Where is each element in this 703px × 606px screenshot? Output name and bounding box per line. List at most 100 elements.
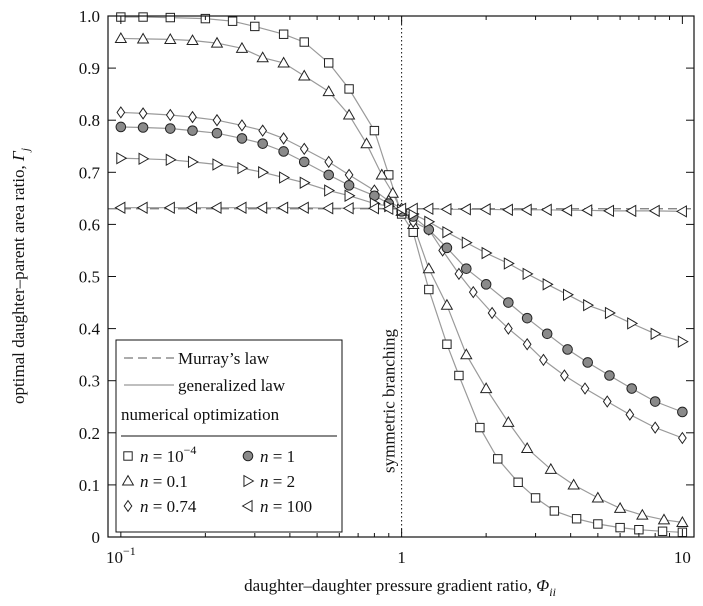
data-point-triangle-left xyxy=(406,202,418,216)
data-point-triangle-left xyxy=(440,203,452,216)
data-point-circle xyxy=(503,297,514,308)
y-tick-label: 0.9 xyxy=(79,59,100,78)
legend-entry-equals: = xyxy=(149,472,167,491)
data-point-circle xyxy=(257,138,268,149)
data-point-triangle-left xyxy=(136,201,148,214)
data-point-triangle-left xyxy=(322,201,334,215)
data-point-diamond xyxy=(677,431,687,445)
x-tick-exponent: −1 xyxy=(123,544,136,558)
data-point-triangle-up xyxy=(613,501,627,513)
symmetric-branching-annotation: symmetric branching xyxy=(380,329,399,473)
data-point-triangle-up xyxy=(591,491,605,503)
legend-entry-exponent: −4 xyxy=(184,443,197,457)
x-tick-base: 10 xyxy=(674,548,691,567)
data-point-diamond xyxy=(625,408,635,421)
legend-entry-label: n = 100 xyxy=(260,497,312,516)
data-point-circle xyxy=(541,328,553,340)
legend-entry-value: 100 xyxy=(287,497,313,516)
data-point-triangle-up xyxy=(360,137,373,149)
legend-entry-value: 2 xyxy=(287,472,296,491)
data-point-triangle-right xyxy=(481,246,493,260)
data-point-triangle-up xyxy=(440,298,454,310)
data-point-triangle-up xyxy=(297,69,311,81)
data-point-triangle-left xyxy=(235,201,247,214)
data-point-triangle-right xyxy=(563,288,574,301)
data-point-square xyxy=(250,21,260,32)
data-point-triangle-right xyxy=(299,176,311,189)
legend-entry-label: n = 10−4 xyxy=(140,443,196,466)
data-point-triangle-right xyxy=(344,189,356,203)
data-point-triangle-left xyxy=(256,201,268,214)
data-point-square xyxy=(475,422,485,433)
data-point-triangle-right xyxy=(442,225,454,239)
data-point-triangle-up xyxy=(657,513,671,525)
data-point-triangle-right xyxy=(424,215,436,229)
data-point-square xyxy=(634,525,644,535)
y-tick-label: 0.5 xyxy=(79,268,100,287)
data-point-square xyxy=(299,37,309,47)
y-tick-label: 0.6 xyxy=(79,215,100,234)
data-point-circle xyxy=(187,125,198,136)
legend-entry-equals: = xyxy=(149,447,167,466)
x-tick-label: 10−1 xyxy=(106,544,136,567)
y-tick-label: 0.1 xyxy=(79,476,100,495)
data-point-triangle-left xyxy=(459,203,471,216)
data-point-diamond xyxy=(188,110,197,124)
data-point-triangle-left xyxy=(114,201,126,214)
data-point-circle xyxy=(137,122,149,133)
data-point-triangle-up xyxy=(676,516,689,527)
y-tick-label: 1.0 xyxy=(79,7,100,26)
y-tick-label: 0.8 xyxy=(79,111,100,130)
data-point-circle xyxy=(649,396,661,407)
data-point-circle xyxy=(278,146,289,157)
data-point-triangle-left xyxy=(382,202,394,216)
legend-entry-value: 0.74 xyxy=(167,497,197,516)
data-point-triangle-up xyxy=(502,415,515,427)
data-point-triangle-right xyxy=(583,298,595,312)
data-point-diamond xyxy=(258,124,268,137)
data-point-circle xyxy=(236,133,248,144)
data-point-square xyxy=(344,84,354,94)
data-point-triangle-up xyxy=(164,33,177,44)
data-point-triangle-left xyxy=(625,204,637,218)
data-point-triangle-left xyxy=(501,203,513,217)
y-axis-label: optimal daughter–parent area ratio, Γj xyxy=(9,147,32,404)
legend-marker-triangle-right xyxy=(243,474,255,488)
legend-entry-equals: = xyxy=(269,497,287,516)
data-point-triangle-left xyxy=(395,202,407,216)
y-tick-label: 0.2 xyxy=(79,424,100,443)
data-point-triangle-up xyxy=(277,56,290,68)
data-point-square xyxy=(442,339,452,349)
data-point-diamond xyxy=(468,285,478,299)
data-point-triangle-left xyxy=(581,204,593,217)
x-tick-label: 1 xyxy=(397,548,406,567)
data-point-square xyxy=(571,514,582,524)
data-point-triangle-left xyxy=(297,201,309,214)
data-point-triangle-left xyxy=(479,203,491,216)
legend-numerical-title: numerical optimization xyxy=(121,405,280,424)
legend-entries: n = 10−4 n = 1n = 0.1 n = 2n = 0.74 n = 100 xyxy=(121,443,312,516)
data-point-triangle-up xyxy=(342,108,356,120)
data-point-square xyxy=(593,519,603,529)
x-ticks: 10−1 1 10 xyxy=(106,16,691,567)
legend-entry-variable: n xyxy=(260,472,269,491)
data-point-triangle-right xyxy=(461,236,473,249)
data-point-square xyxy=(408,227,418,237)
data-point-triangle-up xyxy=(256,51,269,63)
y-tick-label: 0.7 xyxy=(79,163,101,182)
data-point-square xyxy=(615,522,625,533)
y-tick-label: 0 xyxy=(92,528,101,547)
data-point-triangle-left xyxy=(277,201,289,214)
x-tick-base: 10 xyxy=(106,548,123,567)
legend-entry-value: 1 xyxy=(287,447,296,466)
data-point-triangle-right xyxy=(279,171,291,184)
x-axis-label: daughter–daughter pressure gradient rati… xyxy=(244,576,556,599)
data-point-diamond xyxy=(539,353,548,367)
data-point-diamond xyxy=(324,155,334,169)
legend-entry-value: 0.1 xyxy=(167,472,188,491)
data-point-triangle-right xyxy=(138,152,150,166)
data-point-triangle-right xyxy=(116,151,128,165)
data-point-circle xyxy=(323,169,335,181)
data-point-triangle-left xyxy=(648,204,660,218)
